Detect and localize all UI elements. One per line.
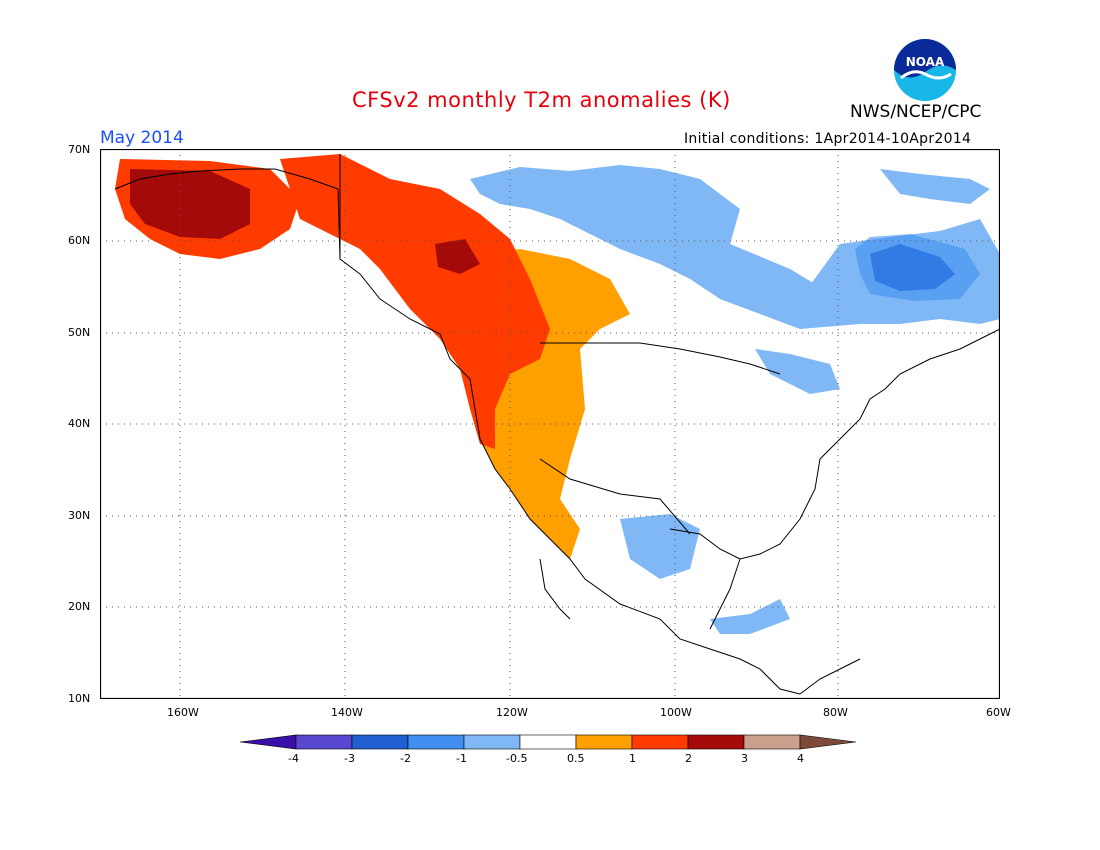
lat-label-40n: 40N [68, 417, 91, 430]
lon-label-100w: 100W [660, 706, 692, 719]
map-title: CFSv2 monthly T2m anomalies (K) [352, 88, 731, 112]
colorbar-label: 4 [797, 752, 804, 765]
lat-label-50n: 50N [68, 326, 91, 339]
lat-label-10n: 10N [68, 692, 91, 705]
lon-label-160w: 160W [167, 706, 199, 719]
anomaly-shading [115, 154, 1000, 634]
strong-warm-yukon [435, 239, 480, 274]
lat-label-70n: 70N [68, 143, 91, 156]
logo-text: NOAA [906, 55, 945, 69]
colorbar-label: 0.5 [567, 752, 585, 765]
colorbar [240, 734, 857, 750]
colorbar-label: -4 [288, 752, 299, 765]
colorbar-segment [799, 734, 857, 750]
warm-anomaly-northwest [280, 154, 550, 449]
lat-label-20n: 20N [68, 600, 91, 613]
colorbar-segment [743, 734, 801, 750]
lon-label-140w: 140W [331, 706, 363, 719]
lat-label-60n: 60N [68, 234, 91, 247]
graticule [100, 149, 1000, 699]
noaa-logo: NOAA [894, 39, 956, 101]
anomaly-map [100, 149, 1000, 699]
colorbar-segment [295, 734, 353, 750]
colorbar-segment [575, 734, 633, 750]
colorbar-segment [407, 734, 465, 750]
moderate-cold-quebec [855, 234, 980, 301]
colorbar-segment [519, 734, 577, 750]
colorbar-label: -3 [344, 752, 355, 765]
colorbar-label: 1 [629, 752, 636, 765]
forecast-month: May 2014 [100, 128, 184, 148]
strong-warm-alaska [130, 169, 250, 239]
colorbar-segment [687, 734, 745, 750]
coastlines [114, 168, 1000, 695]
lon-label-60w: 60W [986, 706, 1011, 719]
lon-label-80w: 80W [823, 706, 848, 719]
colorbar-label: 3 [741, 752, 748, 765]
colorbar-label: 2 [685, 752, 692, 765]
lon-label-120w: 120W [496, 706, 528, 719]
initial-conditions: Initial conditions: 1Apr2014-10Apr2014 [684, 131, 972, 147]
cold-anomaly-canada-north [470, 165, 860, 329]
agency-label: NWS/NCEP/CPC [850, 102, 982, 122]
cold-anomaly-labrador [880, 169, 990, 204]
colorbar-label: -0.5 [506, 752, 528, 765]
lat-label-30n: 30N [68, 509, 91, 522]
colorbar-segment [351, 734, 409, 750]
cold-anomaly-central-america [710, 599, 790, 634]
colorbar-segment [463, 734, 521, 750]
colorbar-label: -1 [456, 752, 467, 765]
colorbar-segment [240, 734, 297, 750]
cold-anomaly-great-lakes [755, 349, 840, 394]
colorbar-segment [631, 734, 689, 750]
colorbar-label: -2 [400, 752, 411, 765]
